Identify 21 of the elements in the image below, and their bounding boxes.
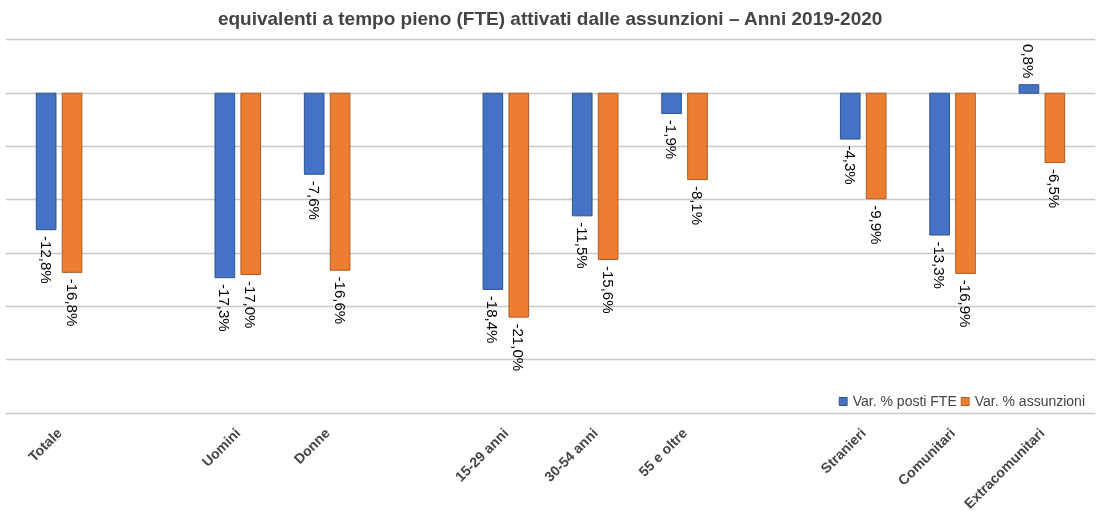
data-label: -11,5% xyxy=(573,222,591,269)
data-label: -15,6% xyxy=(599,265,617,314)
data-label: -4,3% xyxy=(841,145,859,185)
data-label: -6,5% xyxy=(1046,168,1064,209)
data-label: -7,6% xyxy=(305,180,323,220)
data-label: -16,6% xyxy=(331,276,349,325)
legend-label: Var. % assunzioni xyxy=(974,393,1085,409)
data-label: -16,8% xyxy=(63,278,81,327)
data-label: 0,8% xyxy=(1020,44,1038,79)
chart-title: equivalenti a tempo pieno (FTE) attivati dalle assunzioni – Anni 2019-2020 xyxy=(217,7,883,29)
data-label: -18,4% xyxy=(484,295,502,344)
data-label: -8,1% xyxy=(688,185,706,226)
data-label: -21,0% xyxy=(510,323,528,372)
data-label: -16,9% xyxy=(957,279,974,328)
legend-label: Var. % posti FTE xyxy=(852,393,957,409)
data-label: -17,3% xyxy=(216,284,234,332)
data-label: -9,9% xyxy=(867,205,885,245)
data-label: -17,0% xyxy=(242,280,260,329)
data-label: -12,8% xyxy=(37,236,55,284)
data-label: -13,3% xyxy=(931,241,949,289)
data-label: -1,9% xyxy=(663,119,681,160)
